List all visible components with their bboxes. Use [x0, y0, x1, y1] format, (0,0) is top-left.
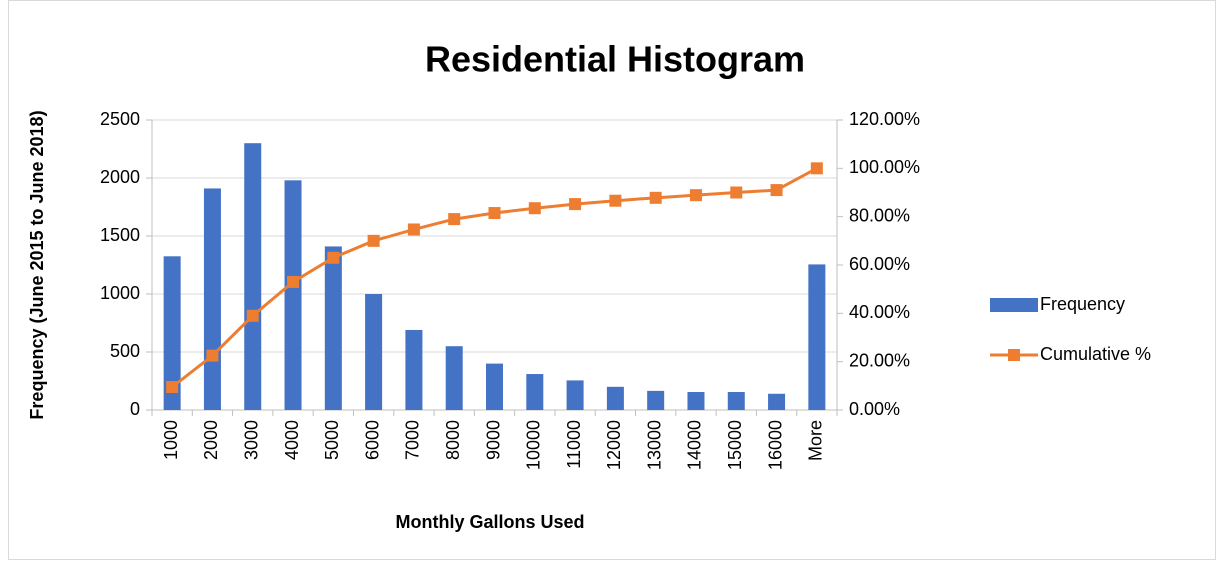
bar: [687, 392, 705, 410]
bar: [244, 143, 262, 410]
line-marker: [166, 381, 179, 394]
legend-label: Cumulative %: [1040, 344, 1151, 364]
line-marker: [609, 194, 622, 207]
y2-tick-label: 80.00%: [849, 205, 910, 225]
x-tick-label: 13000: [644, 420, 664, 470]
bar: [768, 393, 786, 410]
line-marker: [569, 198, 582, 211]
x-tick-label: 1000: [161, 420, 181, 460]
bar: [566, 380, 584, 410]
line-marker: [327, 251, 340, 264]
y-tick-label: 1000: [100, 283, 140, 303]
bar: [203, 188, 221, 410]
line-marker: [287, 275, 300, 288]
y-tick-label: 1500: [100, 225, 140, 245]
x-axis-title: Monthly Gallons Used: [395, 512, 584, 532]
x-tick-label: 9000: [483, 420, 503, 460]
x-tick-label: 16000: [765, 420, 785, 470]
bar: [486, 363, 503, 410]
bar: [284, 180, 302, 410]
bar: [163, 256, 181, 410]
y2-tick-label: 60.00%: [849, 254, 910, 274]
bar: [365, 294, 383, 410]
legend-swatch-marker: [1008, 349, 1020, 361]
x-tick-label: 14000: [685, 420, 705, 470]
line-marker: [730, 186, 743, 199]
bar: [445, 346, 463, 410]
line-marker: [367, 234, 380, 247]
x-tick-label: 15000: [725, 420, 745, 470]
line-marker: [810, 162, 823, 175]
y-tick-label: 2500: [100, 109, 140, 129]
line-marker: [770, 184, 783, 197]
y2-tick-label: 100.00%: [849, 157, 920, 177]
x-tick-label: More: [806, 420, 826, 461]
x-tick-label: 10000: [524, 420, 544, 470]
y2-tick-label: 0.00%: [849, 399, 900, 419]
bar: [647, 390, 665, 410]
chart-border: [8, 0, 1216, 560]
line-marker: [448, 213, 461, 226]
bar: [808, 264, 826, 410]
x-tick-label: 8000: [443, 420, 463, 460]
line-marker: [649, 191, 662, 204]
bar: [405, 329, 423, 410]
line-marker: [206, 349, 219, 362]
y2-tick-label: 120.00%: [849, 109, 920, 129]
x-tick-label: 7000: [403, 420, 423, 460]
bar: [606, 386, 624, 410]
y2-tick-label: 20.00%: [849, 350, 910, 370]
bar: [324, 246, 342, 410]
x-tick-label: 12000: [604, 420, 624, 470]
x-tick-label: 3000: [241, 420, 261, 460]
y-axis-title: Frequency (June 2015 to June 2018): [27, 110, 47, 419]
x-tick-label: 5000: [322, 420, 342, 460]
line-marker: [407, 223, 420, 236]
x-tick-label: 6000: [362, 420, 382, 460]
x-tick-label: 4000: [282, 420, 302, 460]
legend-label: Frequency: [1040, 294, 1125, 314]
x-tick-label: 2000: [201, 420, 221, 460]
y2-tick-label: 40.00%: [849, 302, 910, 322]
line-marker: [246, 309, 259, 322]
bar: [727, 392, 745, 410]
line-marker: [528, 202, 541, 215]
y-tick-label: 0: [130, 399, 140, 419]
chart-title: Residential Histogram: [425, 39, 805, 80]
line-marker: [689, 189, 702, 202]
legend-swatch: [990, 298, 1038, 312]
y-tick-label: 500: [110, 341, 140, 361]
y-tick-label: 2000: [100, 167, 140, 187]
bar: [526, 374, 544, 410]
line-marker: [488, 207, 501, 220]
x-tick-label: 11000: [564, 420, 584, 469]
